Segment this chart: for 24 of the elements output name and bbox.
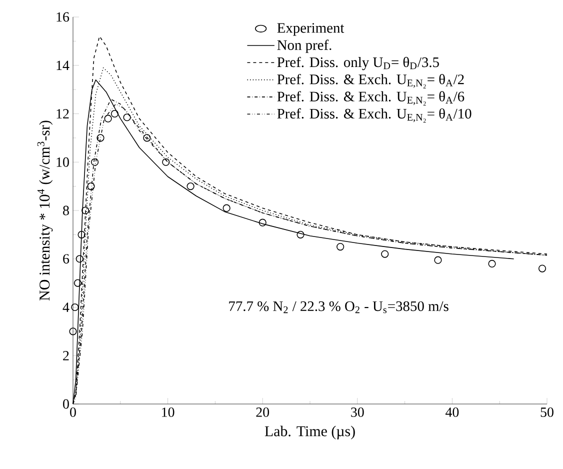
x-tick-label: 10 — [162, 408, 174, 417]
y-tick-label: 12 — [56, 109, 69, 118]
y-tick-label: 16 — [56, 12, 70, 22]
legend-label: Pref. Diss. & Exch. U$_{E,N₂}$= θ$_{A}$/2 — [277, 74, 464, 88]
y-tick-label: 14 — [56, 60, 70, 70]
y-tick-label: 8 — [63, 206, 69, 216]
x-tick-label: 20 — [256, 408, 270, 417]
y-tick-label: 6 — [63, 254, 70, 264]
legend-label: Pref. Diss. & Exch. U$_{E,N₂}$= θ$_{A}$/10 — [277, 108, 472, 123]
legend-label: Pref. Diss. & Exch. U$_{E,N₂}$= θ$_{A}$/6 — [277, 91, 464, 106]
y-tick-label: 0 — [63, 399, 69, 409]
x-tick-label: 40 — [445, 408, 459, 417]
x-tick-label: 50 — [540, 408, 554, 417]
annotation: 77.7 % N$_{2}$ / 22.3 % O$_{2}$ - U$_{s}$=3850 m/s — [229, 301, 448, 314]
legend-label: Non pref. — [277, 40, 332, 53]
legend-label: Experiment — [277, 23, 344, 36]
x-tick-label: 30 — [351, 408, 364, 417]
y-tick-label: 10 — [56, 157, 69, 167]
y-tick-label: 4 — [62, 302, 70, 312]
y-axis-title: NO intensity * 10$^{4}$ (w/cm$^{3}$-sr) — [37, 120, 53, 300]
legend-label: Pref. Diss. only U$_{D}$= θ$_{D}$/3.5 — [277, 56, 439, 70]
x-axis-title: Lab. Time (µs) — [264, 426, 355, 440]
x-tick-label: 0 — [70, 408, 76, 417]
y-tick-label: 2 — [63, 351, 69, 360]
